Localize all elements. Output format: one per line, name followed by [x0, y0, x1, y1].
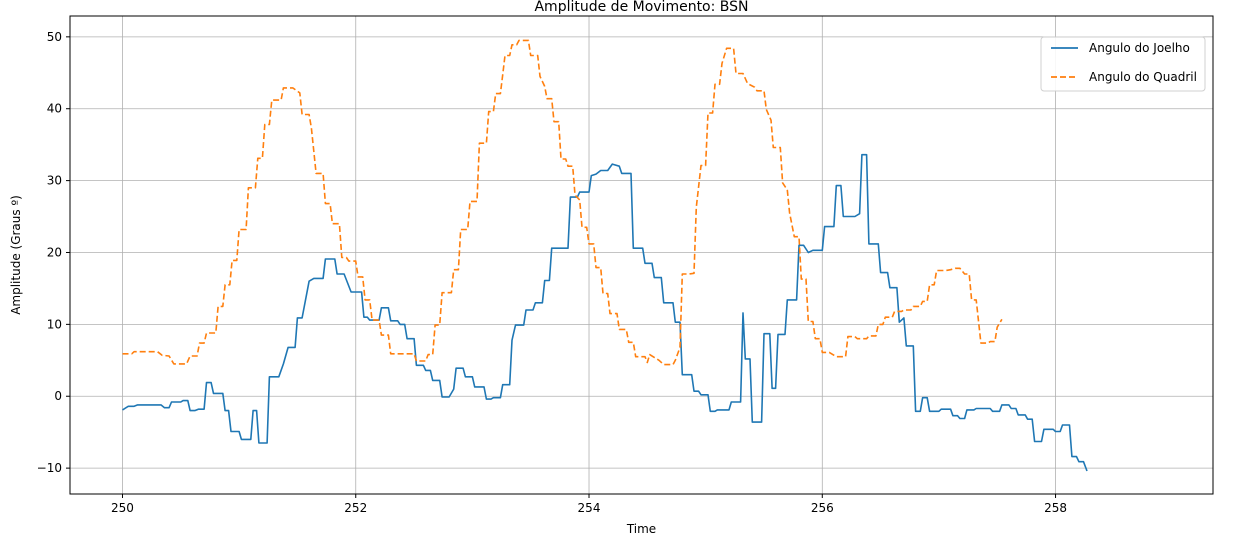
y-gridlines [70, 36, 1213, 469]
x-gridlines [122, 16, 1056, 494]
series-line-joelho [122, 153, 1088, 472]
legend-box [1040, 36, 1206, 92]
x-tick-label: 256 [811, 501, 834, 515]
y-tick-label: 40 [47, 102, 62, 116]
legend-label-quadril: Angulo do Quadril [1089, 70, 1197, 84]
y-axis-ticks: −10 0 10 20 30 40 50 [37, 30, 70, 475]
y-tick-label: −10 [37, 461, 62, 475]
x-axis-label: Time [626, 522, 656, 536]
y-tick-label: 20 [47, 245, 62, 259]
y-tick-label: 50 [47, 30, 62, 44]
x-tick-label: 254 [578, 501, 601, 515]
x-tick-label: 252 [344, 501, 367, 515]
legend-label-joelho: Angulo do Joelho [1089, 41, 1190, 55]
series-layer [122, 39, 1088, 472]
plot-frame [69, 15, 1214, 495]
y-axis-label: Amplitude (Graus º) [9, 195, 23, 315]
x-tick-label: 250 [111, 501, 134, 515]
y-tick-label: 30 [47, 174, 62, 188]
chart-title: Amplitude de Movimento: BSN [534, 0, 748, 15]
legend: Angulo do Joelho Angulo do Quadril [1040, 36, 1206, 92]
series-line-quadril [122, 39, 1003, 366]
x-axis-ticks: 250 252 254 256 258 [111, 494, 1067, 515]
y-tick-label: 0 [54, 389, 62, 403]
x-tick-label: 258 [1044, 501, 1067, 515]
y-tick-label: 10 [47, 317, 62, 331]
